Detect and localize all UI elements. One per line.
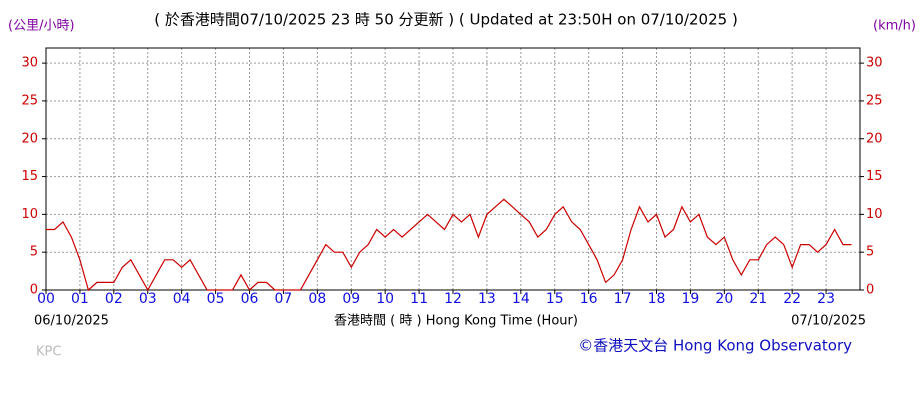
y-tick-label: 5 [30,245,38,260]
x-tick-label: 07 [275,291,293,307]
x-tick-label: 04 [173,291,191,307]
x-tick-label: 15 [546,291,564,307]
x-tick-label: 17 [614,291,632,307]
x-tick-label: 10 [376,291,394,307]
x-tick-label: 19 [682,291,700,307]
x-tick-label: 13 [478,291,496,307]
x-tick-label: 12 [444,291,462,307]
start-date: 06/10/2025 [34,314,109,329]
y2-tick-label: 30 [866,56,883,71]
x-tick-label: 20 [715,291,733,307]
y2-tick-label: 15 [866,169,883,184]
x-tick-label: 14 [512,291,530,307]
credit: ©香港天文台 Hong Kong Observatory [578,337,852,355]
x-tick-label: 21 [749,291,767,307]
x-tick-label: 23 [817,291,835,307]
station: KPC [36,345,61,360]
y-tick-label: 0 [30,283,38,298]
end-date: 07/10/2025 [791,314,866,329]
y2-tick-label: 0 [866,283,874,298]
x-tick-label: 09 [342,291,360,307]
x-tick-label: 22 [783,291,801,307]
y2-tick-label: 5 [866,245,874,260]
y2-tick-label: 25 [866,93,883,108]
x-tick-label: 06 [241,291,259,307]
y-tick-label: 20 [21,131,38,146]
x-tick-label: 00 [37,291,55,307]
plot-frame [45,47,861,291]
y2-tick-label: 10 [866,207,883,222]
x-tick-label: 11 [410,291,428,307]
data-line [46,198,852,292]
x-tick-label: 16 [580,291,598,307]
y-tick-label: 10 [21,207,38,222]
y-tick-label: 15 [21,169,38,184]
x-axis-label: 香港時間 ( 時 ) Hong Kong Time (Hour) [334,314,578,329]
y2-tick-label: 20 [866,131,883,146]
x-tick-label: 01 [71,291,89,307]
x-tick-label: 03 [139,291,157,307]
x-tick-label: 18 [648,291,666,307]
y2-unit: (km/h) [873,19,916,34]
x-tick-label: 02 [105,291,123,307]
x-tick-label: 08 [308,291,326,307]
y-unit: (公里/小時) [8,19,75,34]
y-tick-label: 25 [21,93,38,108]
x-tick-label: 05 [207,291,225,307]
chart-title: ( 於香港時間07/10/2025 23 時 50 分更新 ) ( Update… [154,11,738,29]
y-tick-label: 30 [21,56,38,71]
